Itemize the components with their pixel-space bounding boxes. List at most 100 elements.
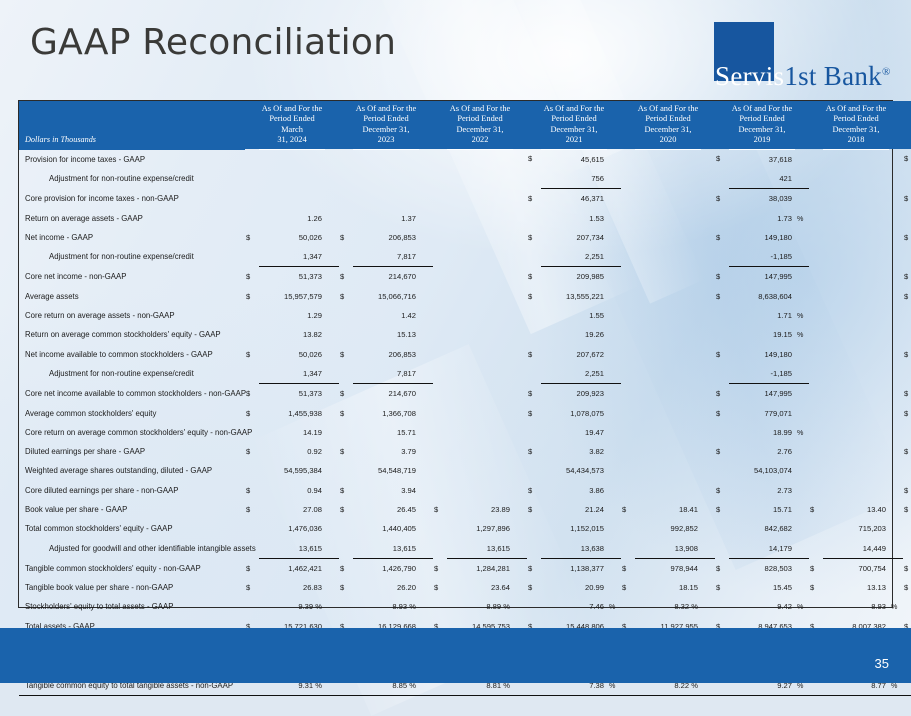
cell-value: 50,026 — [298, 349, 322, 359]
cell-value — [823, 189, 889, 209]
currency-symbol — [715, 423, 729, 442]
currency-symbol — [621, 149, 635, 169]
percent-symbol — [889, 403, 903, 422]
cell-value — [823, 344, 889, 363]
currency-symbol — [715, 461, 729, 480]
percent-symbol — [889, 189, 903, 209]
cell-value — [823, 481, 889, 500]
currency-symbol — [339, 364, 353, 384]
cell-value: 147,995 — [764, 389, 792, 399]
percent-symbol — [419, 384, 433, 404]
cell-value — [447, 461, 513, 480]
currency-symbol — [903, 247, 911, 267]
cell-value: 1,476,036 — [288, 524, 322, 534]
currency-symbol: $ — [340, 563, 345, 573]
cell-value — [635, 306, 701, 325]
cell-value — [353, 149, 419, 169]
currency-symbol: $ — [340, 272, 345, 282]
cell-value: 21.24 — [584, 504, 604, 514]
percent-symbol — [701, 306, 715, 325]
percent-symbol — [325, 189, 339, 209]
percent-symbol — [513, 538, 527, 559]
currency-symbol: $ — [246, 272, 251, 282]
currency-symbol: $ — [904, 154, 909, 164]
percent-symbol — [795, 578, 809, 597]
currency-symbol — [339, 208, 353, 227]
cell-value — [823, 247, 889, 267]
percent-symbol — [701, 500, 715, 519]
cell-value: 1.42 — [401, 311, 416, 321]
column-header-pct-spacer-3 — [607, 101, 621, 149]
table-row: Total assets - GAAP $15,721,630 $16,129,66… — [19, 617, 911, 636]
cell-value: 27.08 — [302, 504, 322, 514]
cell-value: 20.99 — [584, 583, 604, 593]
cell-value: 7,817 — [353, 363, 419, 385]
percent-symbol — [889, 267, 903, 287]
percent-symbol — [795, 149, 809, 169]
percent-symbol — [889, 481, 903, 500]
currency-symbol: $ — [716, 388, 721, 398]
cell-value: 13,908 — [635, 538, 701, 559]
currency-symbol: $ — [340, 621, 345, 631]
currency-symbol: $ — [528, 193, 533, 203]
currency-symbol — [527, 538, 541, 558]
cell-value: 978,944 — [670, 563, 698, 573]
cell-value — [823, 287, 889, 306]
servisfirst-bank-logo: Servis1st Bank® — [714, 22, 899, 92]
cell-value: 147,995 — [764, 272, 792, 282]
percent-symbol: % — [797, 330, 804, 340]
table-header-row: Dollars in Thousands As Of and For the Per… — [19, 101, 911, 150]
currency-symbol — [621, 597, 635, 616]
cell-value — [635, 247, 701, 267]
column-header-spacer-1 — [339, 101, 353, 149]
cell-value — [823, 149, 889, 169]
table-row: Core net income - non-GAAP $51,373 $214,67… — [19, 267, 911, 287]
cell-value: 2.73 — [777, 485, 792, 495]
percent-symbol — [889, 519, 903, 538]
currency-symbol — [809, 538, 823, 558]
percent-symbol — [325, 442, 339, 461]
currency-symbol — [903, 461, 911, 480]
currency-symbol: $ — [716, 447, 721, 457]
cell-value: 8.32 % — [674, 602, 698, 612]
percent-symbol — [513, 403, 527, 422]
cell-value: 8,007,382 — [852, 621, 886, 631]
percent-symbol — [513, 519, 527, 538]
cell-value: 54,434,573 — [565, 466, 604, 476]
cell-value — [447, 306, 513, 325]
percent-symbol — [513, 189, 527, 209]
cell-value: 19.47 — [584, 427, 604, 437]
currency-symbol — [903, 208, 911, 227]
currency-symbol: $ — [716, 291, 721, 301]
percent-symbol — [325, 228, 339, 247]
currency-symbol: $ — [528, 154, 533, 164]
cell-value — [447, 287, 513, 306]
percent-symbol — [513, 442, 527, 461]
percent-symbol — [889, 325, 903, 344]
currency-symbol — [809, 149, 823, 169]
cell-value — [447, 481, 513, 500]
currency-symbol: $ — [716, 504, 721, 514]
cell-value: 1.53 — [589, 213, 604, 223]
row-label: Return on average assets - GAAP — [25, 213, 143, 223]
cell-value: 1,366,708 — [382, 408, 416, 418]
percent-symbol — [513, 384, 527, 404]
percent-symbol — [419, 578, 433, 597]
percent-symbol: % — [797, 602, 804, 612]
percent-symbol — [795, 538, 809, 559]
column-header-pct-spacer-2 — [513, 101, 527, 149]
percent-symbol — [513, 267, 527, 287]
currency-symbol — [715, 306, 729, 325]
percent-symbol — [889, 149, 903, 169]
cell-value: 2.76 — [777, 447, 792, 457]
percent-symbol — [795, 363, 809, 385]
currency-symbol — [433, 228, 447, 247]
cell-value — [823, 228, 889, 247]
percent-symbol — [513, 149, 527, 169]
cell-value: 0.92 — [307, 447, 322, 457]
cell-value: 1.71 — [777, 311, 792, 321]
percent-symbol — [889, 538, 903, 559]
percent-symbol — [419, 287, 433, 306]
currency-symbol: $ — [904, 447, 909, 457]
cell-value: 207,672 — [576, 349, 604, 359]
